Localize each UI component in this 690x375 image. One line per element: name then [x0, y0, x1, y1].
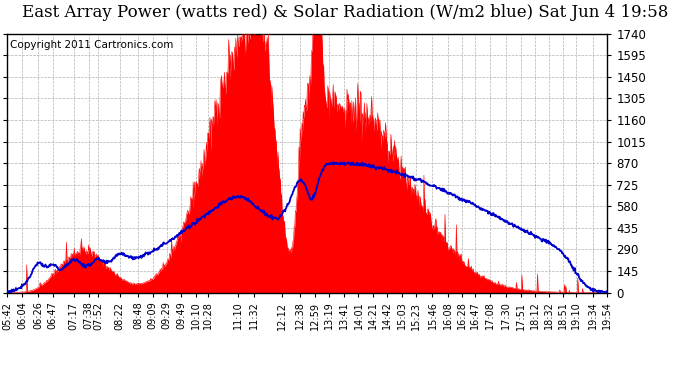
Text: East Array Power (watts red) & Solar Radiation (W/m2 blue) Sat Jun 4 19:58: East Array Power (watts red) & Solar Rad… — [22, 4, 668, 21]
Text: Copyright 2011 Cartronics.com: Copyright 2011 Cartronics.com — [10, 40, 173, 50]
